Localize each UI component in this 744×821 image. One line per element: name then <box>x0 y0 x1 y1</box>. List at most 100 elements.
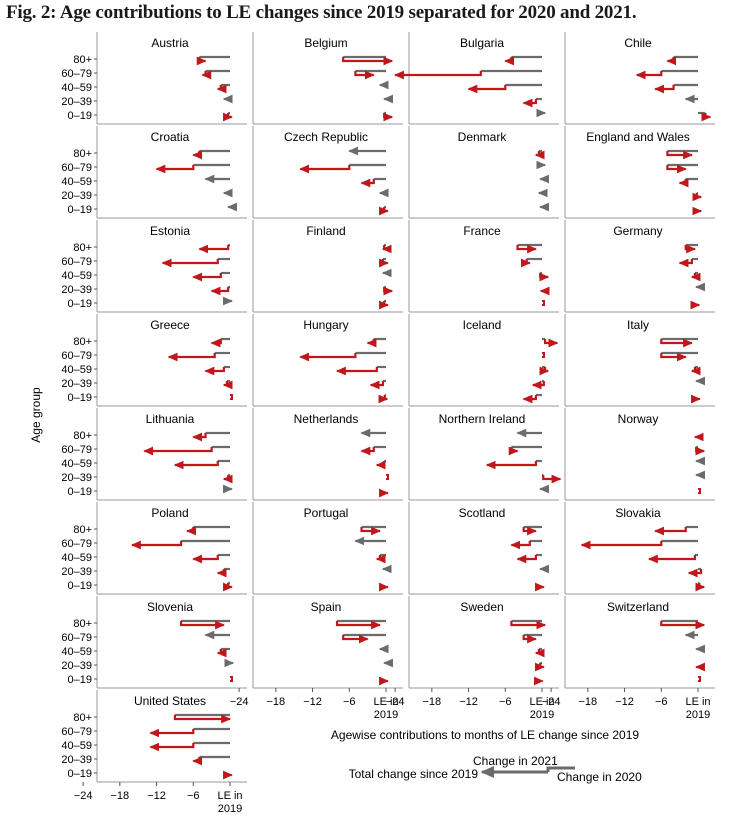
panel-belgium: Belgium <box>252 32 403 125</box>
age-bar-italy-1 <box>660 351 698 362</box>
age-bar-czech-republic-4 <box>379 205 389 216</box>
age-label: 60–79 <box>61 632 92 644</box>
change-2021-segment <box>666 56 677 66</box>
age-bar-poland-0 <box>186 525 230 536</box>
panel-austria: Austria 80+ 60–79 40–59 20–39 0–19 <box>61 32 247 125</box>
age-bar-finland-0 <box>381 243 392 254</box>
age-bar-slovenia-4 <box>230 676 233 682</box>
change-2021-segment <box>299 352 357 362</box>
panel-title: Germany <box>613 224 662 238</box>
change-2021-segment <box>678 258 693 268</box>
change-2021-segment <box>204 366 225 376</box>
age-bar-finland-4 <box>379 299 389 310</box>
x-tick-label: LE in <box>529 696 554 708</box>
panel-title: Poland <box>151 506 188 520</box>
change-2021-segment <box>201 70 212 80</box>
zero-change-mark <box>698 488 701 494</box>
age-bar-belgium-1 <box>354 69 386 80</box>
age-label: 80+ <box>73 618 92 630</box>
change-2021-segment <box>542 474 562 484</box>
age-label: 40–59 <box>61 646 92 658</box>
age-bar-lithuania-1 <box>143 445 230 456</box>
age-label: 0–19 <box>68 768 92 780</box>
age-bar-bulgaria-3 <box>522 97 542 108</box>
change-2021-segment <box>379 258 389 268</box>
panel-denmark: Denmark <box>408 126 559 219</box>
age-label: 40–59 <box>61 270 92 282</box>
panel-croatia: Croatia 80+ 60–79 40–59 20–39 0–19 <box>61 126 247 219</box>
change-2021-segment <box>383 112 394 122</box>
age-label: 20–39 <box>61 96 92 108</box>
age-bar-croatia-0 <box>192 149 230 160</box>
change-2021-segment <box>375 554 386 564</box>
panel-slovakia: Slovakia <box>564 502 715 595</box>
panel-spain: Spain <box>252 596 403 689</box>
age-bar-chile-0 <box>666 55 698 66</box>
change-2021-segment <box>375 460 386 470</box>
panel-switzerland: Switzerland <box>564 596 715 689</box>
age-bar-chile-4 <box>698 111 712 122</box>
x-tick-label: −6 <box>343 696 356 708</box>
change-2021-segment <box>539 272 550 282</box>
panel-title: Spain <box>311 600 342 614</box>
panel-title: Sweden <box>460 600 503 614</box>
panel-lithuania: Lithuania 80+ 60–79 40–59 20–39 0–19 <box>61 408 247 501</box>
age-bar-chile-1 <box>635 69 698 80</box>
change-2021-segment <box>666 164 687 174</box>
panel-hungary: Hungary <box>252 314 403 407</box>
age-bar-greece-2 <box>204 365 230 376</box>
zero-change-mark <box>698 676 701 682</box>
age-bar-slovenia-0 <box>179 619 230 630</box>
panel-norway: Norway <box>564 408 715 501</box>
panel-finland: Finland <box>252 220 403 313</box>
age-bar-denmark-0 <box>534 149 545 160</box>
age-bar-hungary-4 <box>378 393 389 404</box>
change-2021-segment <box>173 714 232 724</box>
x-tick-label: 2019 <box>530 709 554 721</box>
change-2021-segment <box>467 84 507 94</box>
legend-2020-line <box>546 766 575 772</box>
change-2021-segment <box>383 286 394 296</box>
panel-germany: Germany <box>564 220 715 313</box>
change-2021-segment <box>379 206 389 216</box>
change-2021-segment <box>198 244 230 254</box>
panel-title: Switzerland <box>607 600 669 614</box>
panel-title: Portugal <box>304 506 349 520</box>
panel-poland: Poland 80+ 60–79 40–59 20–39 0–19 <box>61 502 247 595</box>
age-bar-england-and-wales-3 <box>692 191 703 202</box>
change-2021-segment <box>210 338 222 348</box>
x-tick-label: 2019 <box>686 709 710 721</box>
change-2021-segment <box>534 648 545 658</box>
change-2021-segment <box>516 554 537 564</box>
age-bar-germany-2 <box>690 271 701 282</box>
age-bar-slovakia-2 <box>647 553 698 564</box>
age-label: 80+ <box>73 54 92 66</box>
panel-title: Bulgaria <box>460 36 504 50</box>
age-bar-switzerland-4 <box>698 676 701 682</box>
age-bar-england-and-wales-2 <box>678 177 698 188</box>
age-bar-iceland-2 <box>539 365 550 376</box>
age-label: 20–39 <box>61 566 92 578</box>
change-2021-segment <box>692 192 703 202</box>
age-label: 40–59 <box>61 82 92 94</box>
x-tick-label: LE in <box>217 790 242 802</box>
change-2021-segment <box>660 338 693 348</box>
panel-title: Slovakia <box>615 506 661 520</box>
age-bar-netherlands-2 <box>375 459 386 470</box>
age-label: 0–19 <box>68 392 92 404</box>
age-bar-sweden-1 <box>522 633 542 644</box>
age-bar-hungary-2 <box>335 365 386 376</box>
age-label: 80+ <box>73 242 92 254</box>
change-2021-segment <box>539 366 550 376</box>
change-2021-segment <box>192 756 203 766</box>
age-bar-belgium-4 <box>383 111 394 122</box>
age-bar-austria-0 <box>196 55 230 66</box>
panel-bulgaria: Bulgaria <box>394 32 559 125</box>
age-label: 80+ <box>73 336 92 348</box>
change-2021-segment <box>522 394 537 404</box>
panel-greece: Greece 80+ 60–79 40–59 20–39 0–19 <box>61 314 247 407</box>
age-label: 60–79 <box>61 350 92 362</box>
change-2021-segment <box>654 526 687 536</box>
